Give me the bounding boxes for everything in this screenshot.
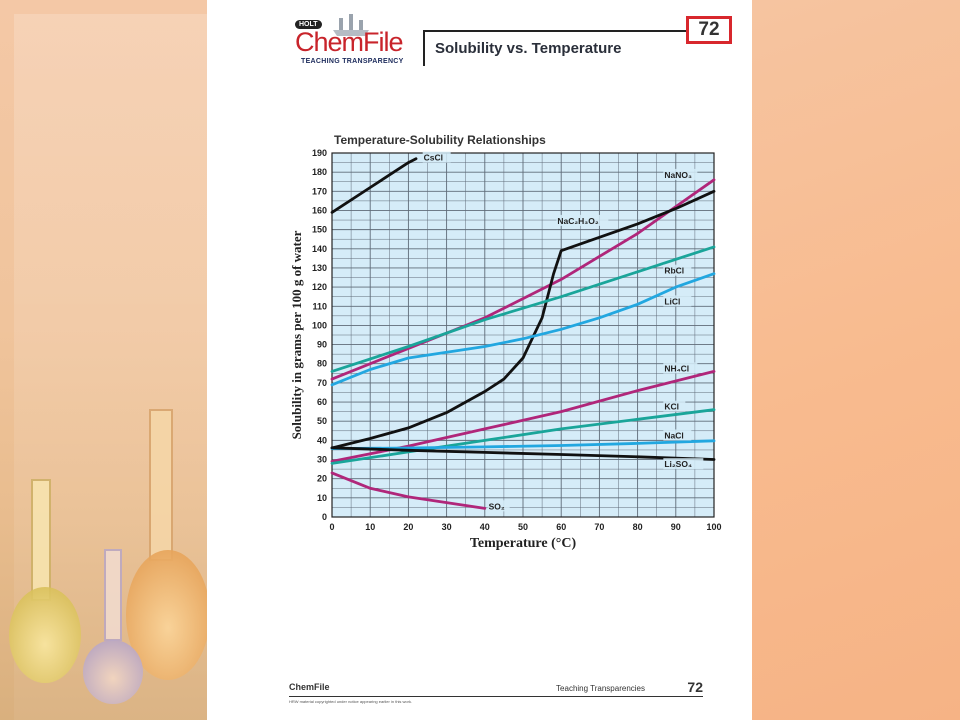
series-label-background-nhcl — [663, 362, 698, 374]
y-axis-label: Solubility in grams per 100 g of water — [289, 230, 304, 439]
series-label-background-licl — [663, 295, 692, 307]
y-tick-label: 170 — [312, 186, 327, 196]
footer-copyright: HRW material copyrighted under notice ap… — [289, 699, 413, 704]
y-tick-label: 30 — [317, 455, 327, 465]
x-tick-label: 10 — [365, 522, 375, 532]
x-tick-label: 70 — [594, 522, 604, 532]
x-tick-label: 30 — [442, 522, 452, 532]
footer-section: Teaching Transparencies — [556, 684, 645, 693]
y-tick-label: 120 — [312, 282, 327, 292]
series-label-background-nacl — [663, 429, 692, 441]
series-label-background-nano — [663, 168, 698, 180]
y-tick-label: 150 — [312, 225, 327, 235]
series-label-background-rbcl — [663, 264, 692, 276]
chemfile-wordmark: ChemFile — [295, 27, 404, 57]
holt-badge: HOLT — [295, 20, 322, 29]
series-label-rbcl: RbCl — [664, 266, 684, 276]
series-line-nano — [330, 178, 716, 381]
chemfile-logo: HOLT ChemFile TEACHING TRANSPARENCY — [295, 14, 415, 72]
y-tick-label: 100 — [312, 320, 327, 330]
series-label-so: SO₂ — [489, 501, 505, 511]
series-label-background-kcl — [663, 400, 686, 412]
y-tick-label: 80 — [317, 359, 327, 369]
right-background-panel — [752, 0, 960, 720]
series-line-so — [330, 471, 487, 510]
x-axis-label: Temperature (°C) — [470, 536, 577, 551]
plot-frame — [331, 152, 715, 518]
series-line-nacho — [330, 189, 716, 450]
y-tick-label: 60 — [317, 397, 327, 407]
series-label-kcl: KCl — [664, 402, 679, 412]
y-tick-label: 0 — [322, 512, 327, 522]
y-tick-label: 160 — [312, 205, 327, 215]
laboratory-glassware-illustration — [9, 409, 207, 704]
transparency-page: HOLT ChemFile TEACHING TRANSPARENCY Solu… — [207, 0, 752, 720]
series-line-liso — [330, 446, 716, 461]
series-label-cscl: CsCl — [424, 153, 443, 163]
series-label-nano: NaNO₃ — [664, 170, 692, 180]
series-label-nacho: NaC₂H₃O₂ — [557, 216, 598, 226]
y-tick-label: 180 — [312, 167, 327, 177]
logo-subtitle: TEACHING TRANSPARENCY — [301, 58, 404, 65]
series-label-background-so — [487, 500, 510, 512]
series-line-cscl — [330, 157, 418, 214]
y-tick-label: 130 — [312, 263, 327, 273]
y-tick-label: 110 — [312, 301, 327, 311]
series-label-licl: LiCl — [664, 296, 680, 306]
footer-brand: ChemFile — [289, 682, 330, 692]
x-tick-label: 40 — [480, 522, 490, 532]
y-tick-label: 140 — [312, 244, 327, 254]
y-tick-label: 90 — [317, 340, 327, 350]
y-tick-label: 40 — [317, 435, 327, 445]
flask-logo-icon — [333, 14, 369, 36]
x-tick-label: 80 — [633, 522, 643, 532]
x-tick-label: 100 — [706, 522, 721, 532]
series-label-background-cscl — [422, 151, 451, 163]
transparency-number-badge: 72 — [686, 16, 732, 44]
footer-page-number: 72 — [687, 679, 703, 695]
y-tick-label: 70 — [317, 378, 327, 388]
left-background-panel — [0, 0, 207, 720]
x-tick-label: 50 — [518, 522, 528, 532]
x-tick-label: 0 — [329, 522, 334, 532]
y-tick-label: 50 — [317, 416, 327, 426]
series-label-background-nacho — [556, 214, 609, 226]
y-tick-label: 10 — [317, 493, 327, 503]
series-label-nhcl: NH₄Cl — [664, 363, 689, 373]
series-line-rbcl — [330, 245, 716, 373]
x-tick-label: 90 — [671, 522, 681, 532]
series-line-kcl — [330, 408, 716, 465]
x-tick-label: 60 — [556, 522, 566, 532]
y-tick-label: 20 — [317, 474, 327, 484]
footer-divider — [289, 696, 703, 697]
y-tick-label: 190 — [312, 148, 327, 158]
series-label-nacl: NaCl — [664, 430, 683, 440]
series-line-nacl — [330, 439, 716, 451]
header-bar: Solubility vs. Temperature — [423, 30, 693, 66]
solubility-chart: 0 10 20 30 40 50 60 70 80 90 100 0 10 20 30 40 50 60 70 80 9… — [289, 133, 722, 551]
series-label-liso: Li₂SO₄ — [664, 459, 692, 469]
page-title: Solubility vs. Temperature — [435, 40, 622, 57]
series-label-background-liso — [663, 458, 704, 470]
chart-title: Temperature-Solubility Relationships — [334, 133, 546, 147]
x-tick-label: 20 — [403, 522, 413, 532]
series-line-licl — [330, 272, 716, 387]
